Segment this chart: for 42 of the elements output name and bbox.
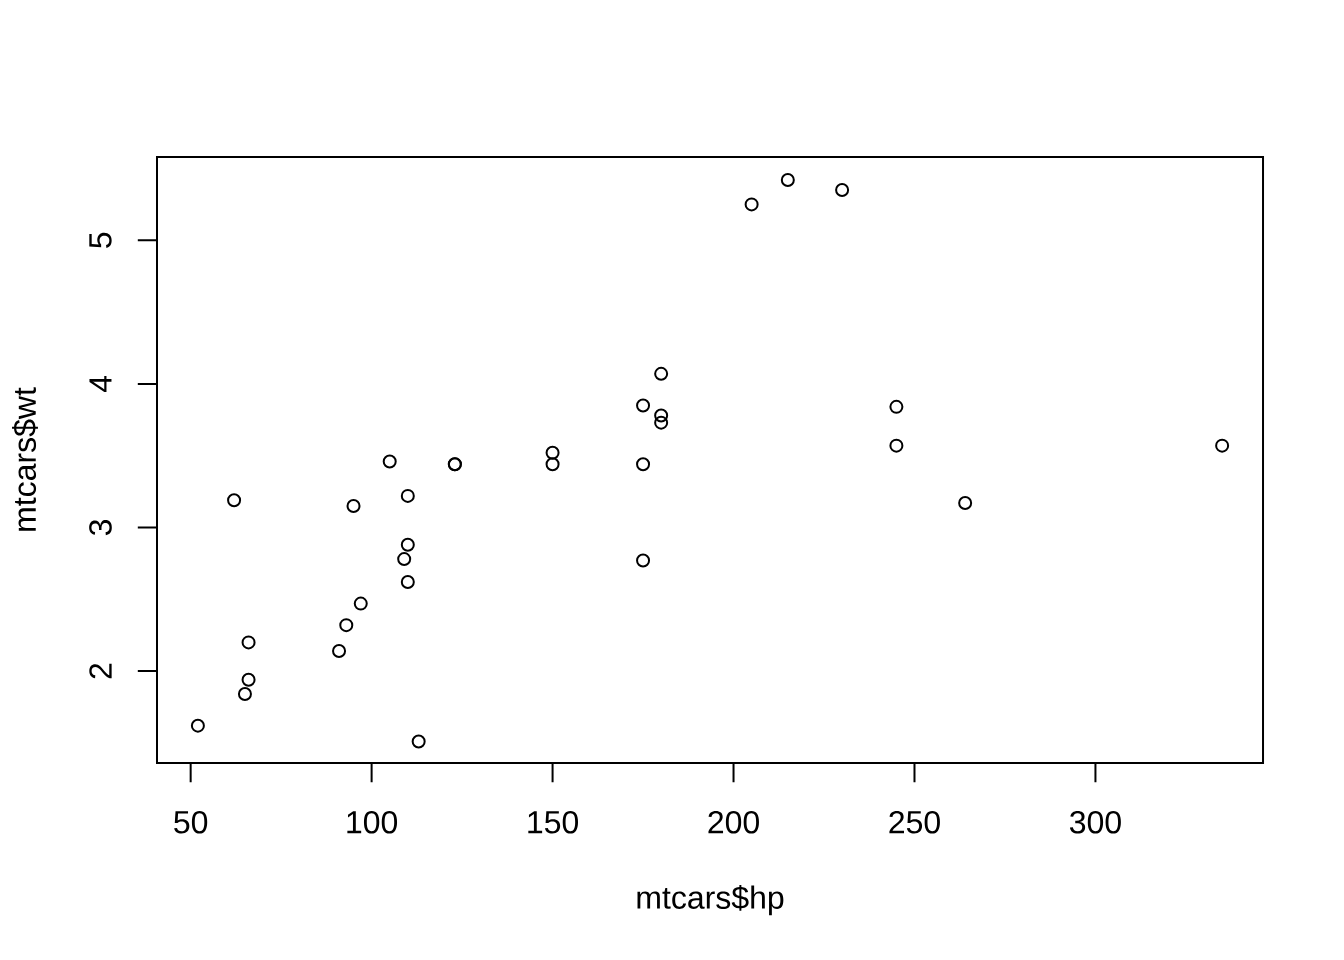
point <box>654 366 669 381</box>
x-axis-title: mtcars$hp <box>637 884 784 916</box>
point <box>636 553 651 568</box>
x-tick-label: 50 <box>174 810 208 834</box>
x-tick-label: 150 <box>528 810 579 834</box>
point <box>241 672 256 687</box>
point <box>545 457 560 472</box>
point <box>835 183 850 198</box>
point <box>744 197 759 212</box>
x-tick-label: 250 <box>889 810 940 834</box>
point <box>353 596 368 611</box>
point <box>545 445 560 460</box>
point <box>397 552 412 567</box>
point <box>1215 438 1230 453</box>
x-tick-label: 100 <box>347 810 398 834</box>
point <box>400 488 415 503</box>
x-tick-label: 200 <box>708 810 759 834</box>
point <box>332 643 347 658</box>
point <box>237 687 252 702</box>
y-tick-label: 4 <box>89 375 112 393</box>
point <box>654 415 669 430</box>
point <box>654 408 669 423</box>
point <box>227 493 242 508</box>
x-tick-label: 300 <box>1069 810 1121 834</box>
point <box>636 398 651 413</box>
y-axis-title: mtcars$wt <box>12 387 38 531</box>
point <box>889 438 904 453</box>
point <box>346 498 361 513</box>
point <box>400 575 415 590</box>
point <box>889 399 904 414</box>
y-tick-label: 3 <box>89 520 112 536</box>
point <box>382 454 397 469</box>
y-tick-label: 2 <box>89 663 112 679</box>
point <box>190 718 205 733</box>
point <box>636 457 651 472</box>
point <box>241 635 256 650</box>
point <box>411 734 426 749</box>
point <box>339 618 354 633</box>
point <box>780 172 795 187</box>
point <box>400 537 415 552</box>
y-tick-label: 5 <box>89 232 112 248</box>
point <box>958 496 973 511</box>
